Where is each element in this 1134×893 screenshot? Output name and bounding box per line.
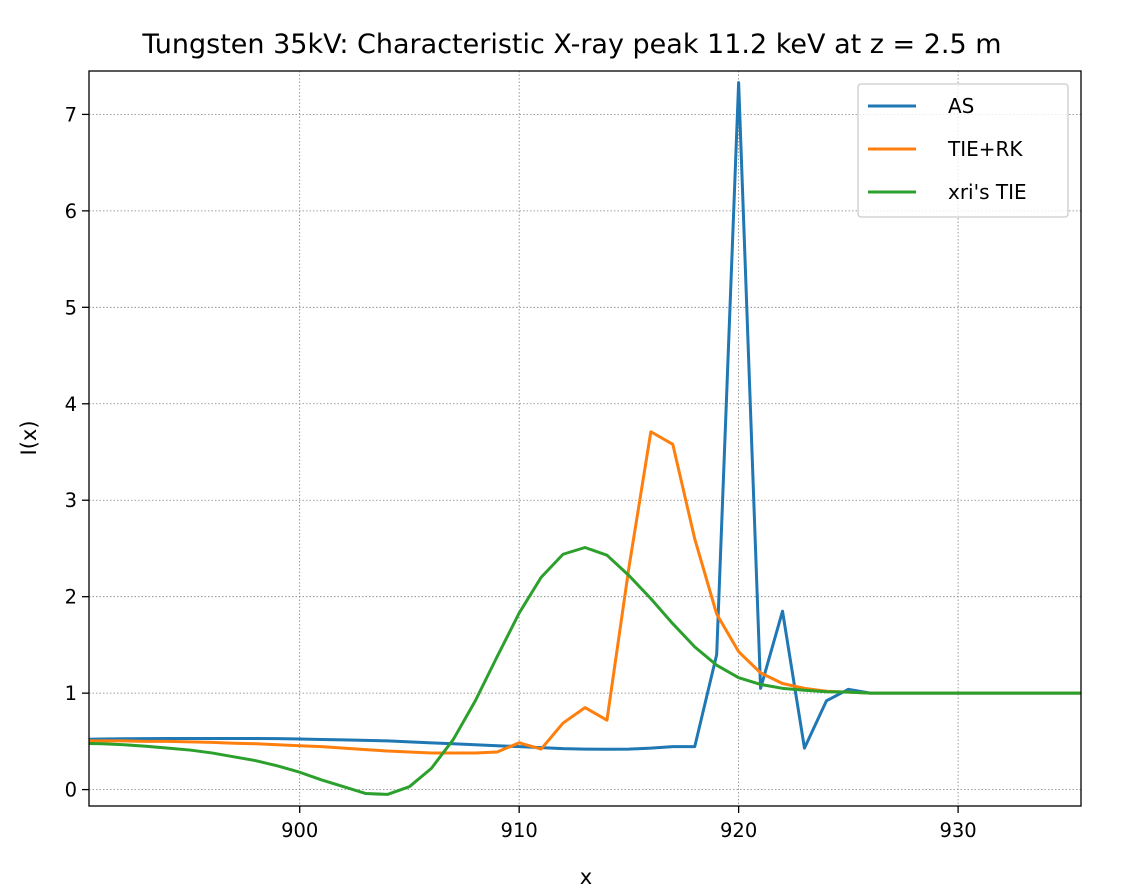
ticks: 900 910 920 930 0 1 2 3 4 5 6 7	[65, 103, 977, 842]
x-tick-label: 930	[939, 819, 976, 842]
y-axis-label: I(x)	[17, 420, 41, 455]
y-tick-label: 7	[65, 103, 77, 126]
legend-label-as: AS	[948, 94, 974, 118]
plot-frame	[88, 70, 1082, 807]
x-axis-label: x	[580, 865, 592, 889]
x-tick-label: 920	[720, 819, 757, 842]
y-tick-label: 6	[65, 200, 77, 223]
legend-label-tie-rk: TIE+RK	[947, 137, 1023, 161]
y-tick-label: 3	[65, 489, 77, 512]
x-tick-label: 910	[501, 819, 538, 842]
y-tick-label: 4	[65, 393, 77, 416]
series-line-xri-s-tie	[89, 546, 1081, 796]
y-tick-label: 0	[65, 779, 77, 802]
legend-label-xri-tie: xri's TIE	[948, 180, 1027, 204]
chart-title: Tungsten 35kV: Characteristic X-ray peak…	[141, 29, 1001, 60]
legend-box	[857, 83, 1069, 218]
y-tick-label: 1	[65, 682, 77, 705]
series-layer	[89, 81, 1081, 796]
x-tick-label: 900	[281, 819, 318, 842]
y-tick-label: 5	[65, 296, 77, 319]
y-tick-label: 2	[65, 586, 77, 609]
legend: AS TIE+RK xri's TIE	[857, 83, 1069, 218]
